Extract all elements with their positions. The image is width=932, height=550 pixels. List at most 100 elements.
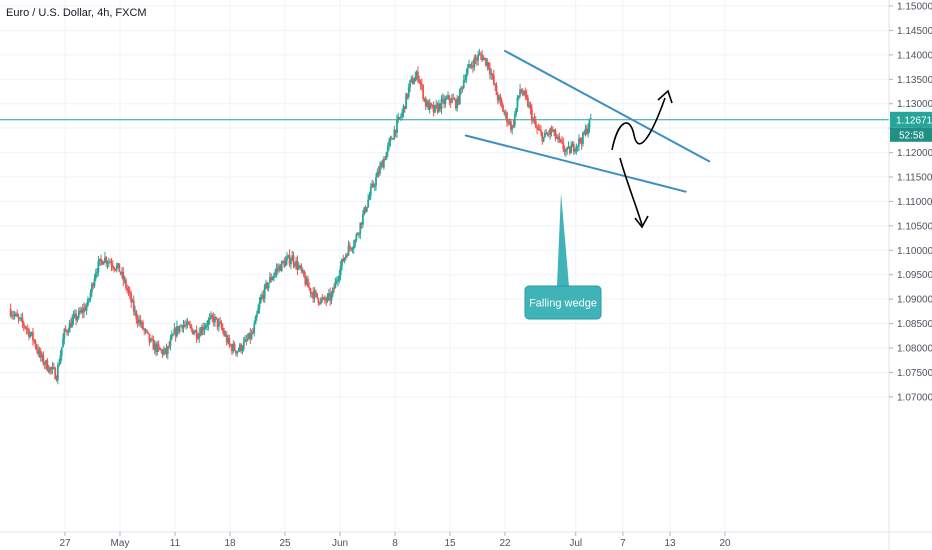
candle bbox=[519, 83, 521, 99]
candle bbox=[164, 347, 167, 355]
candle bbox=[423, 97, 426, 103]
candle bbox=[546, 132, 549, 137]
candle bbox=[435, 99, 438, 109]
breakout-up-arrow[interactable] bbox=[611, 97, 666, 151]
candle bbox=[477, 50, 480, 66]
candle bbox=[254, 315, 257, 325]
candle bbox=[496, 91, 499, 105]
candle bbox=[66, 329, 68, 336]
candle bbox=[485, 57, 487, 67]
candle bbox=[405, 92, 408, 109]
candle bbox=[155, 341, 157, 357]
candle bbox=[215, 316, 218, 320]
candle bbox=[238, 342, 241, 353]
candle bbox=[283, 257, 286, 269]
candle bbox=[189, 320, 191, 329]
candle bbox=[439, 102, 442, 112]
y-tick-label: 1.08000 bbox=[897, 344, 932, 355]
candle bbox=[486, 58, 489, 71]
candle bbox=[287, 254, 290, 259]
candle bbox=[301, 267, 304, 274]
candle bbox=[148, 333, 151, 346]
breakdown-down-arrow[interactable] bbox=[619, 157, 643, 226]
candle bbox=[380, 160, 383, 170]
candle bbox=[464, 74, 466, 83]
countdown-label: 52:58 bbox=[899, 130, 924, 141]
candle bbox=[338, 269, 341, 284]
candle bbox=[475, 55, 478, 66]
candle bbox=[344, 253, 347, 261]
candle bbox=[500, 97, 503, 109]
candle bbox=[68, 319, 71, 333]
x-tick-label: 13 bbox=[664, 538, 676, 549]
candle bbox=[41, 352, 43, 362]
candle bbox=[339, 261, 342, 281]
candle bbox=[419, 79, 422, 90]
candle bbox=[402, 104, 405, 118]
candle bbox=[106, 260, 109, 270]
candle bbox=[274, 268, 277, 278]
candle bbox=[18, 317, 21, 321]
candle bbox=[64, 325, 67, 333]
candle bbox=[84, 303, 87, 312]
candle bbox=[524, 87, 527, 101]
candle bbox=[25, 326, 28, 335]
candle bbox=[49, 366, 51, 375]
candle bbox=[420, 78, 423, 91]
candle bbox=[541, 131, 544, 145]
candle bbox=[142, 319, 144, 331]
candle bbox=[578, 134, 580, 152]
candle bbox=[37, 344, 40, 357]
candle bbox=[454, 98, 457, 111]
candle bbox=[341, 258, 343, 271]
candle bbox=[127, 285, 130, 296]
time-axis[interactable]: 27 May 11 18 25 Jun 8 15 22 Jul 7 13 20 bbox=[59, 532, 731, 549]
candle bbox=[124, 277, 127, 291]
candle bbox=[376, 168, 379, 178]
candle bbox=[93, 274, 96, 289]
candle bbox=[570, 141, 573, 154]
candle bbox=[111, 259, 114, 271]
candle bbox=[473, 55, 476, 71]
candle bbox=[445, 94, 448, 100]
candle bbox=[220, 320, 223, 331]
candle bbox=[525, 89, 528, 101]
candle bbox=[542, 136, 545, 143]
wedge-upper-trendline[interactable] bbox=[504, 49, 711, 163]
candle bbox=[90, 282, 93, 297]
candle bbox=[313, 286, 316, 303]
candle bbox=[261, 291, 263, 300]
candle bbox=[14, 312, 17, 318]
candle bbox=[219, 317, 222, 325]
candle bbox=[94, 268, 97, 282]
candle bbox=[32, 327, 34, 346]
candle bbox=[520, 88, 523, 94]
candle bbox=[153, 339, 156, 355]
candle bbox=[170, 330, 173, 341]
candle bbox=[451, 93, 453, 104]
candle bbox=[232, 340, 235, 354]
candle bbox=[398, 116, 401, 121]
candle bbox=[516, 95, 519, 113]
candle bbox=[317, 297, 320, 306]
candle bbox=[123, 275, 126, 284]
candle bbox=[26, 324, 29, 335]
y-tick-label: 1.11000 bbox=[897, 197, 932, 208]
candle bbox=[382, 156, 385, 170]
candle bbox=[52, 362, 55, 370]
candle bbox=[360, 221, 363, 229]
wedge-lower-trendline[interactable] bbox=[464, 134, 687, 193]
candle bbox=[97, 255, 100, 277]
candle bbox=[34, 339, 37, 350]
candle bbox=[259, 293, 262, 304]
candle bbox=[561, 136, 563, 144]
falling-wedge-callout[interactable]: Falling wedge bbox=[524, 193, 602, 320]
candle bbox=[316, 293, 318, 299]
candle bbox=[337, 276, 339, 287]
candle bbox=[491, 72, 494, 80]
candle bbox=[88, 297, 91, 304]
candle bbox=[558, 132, 561, 144]
